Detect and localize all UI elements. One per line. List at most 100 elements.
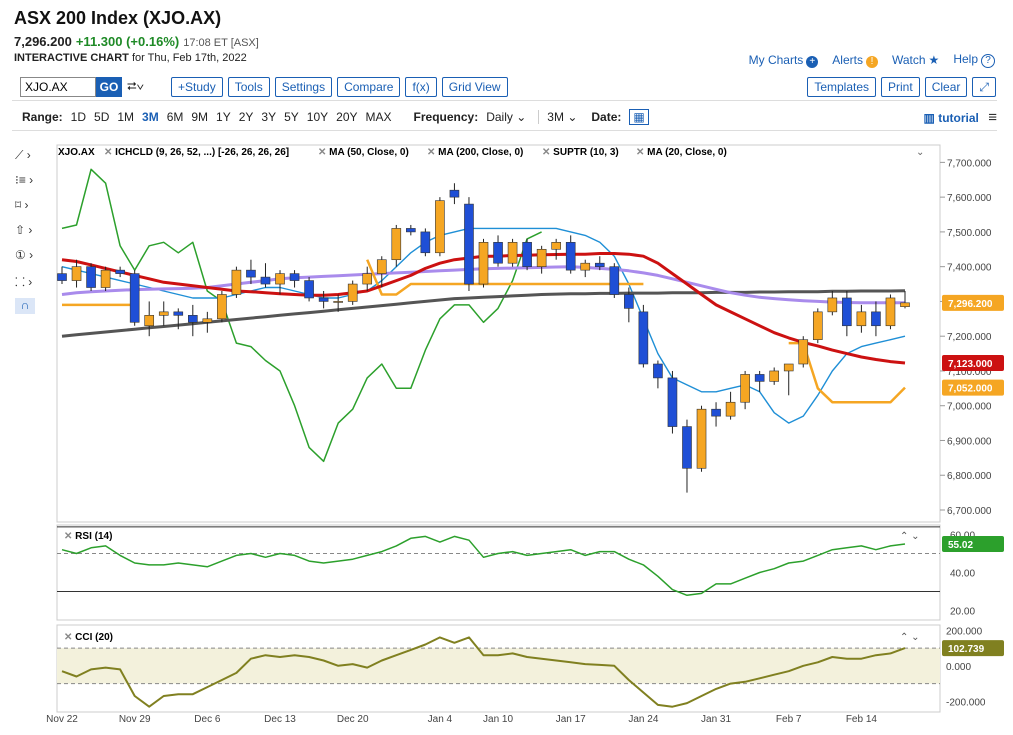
candle[interactable] <box>115 269 125 274</box>
candle[interactable] <box>260 276 271 285</box>
range-option-1m[interactable]: 1M <box>117 110 135 124</box>
candle[interactable] <box>725 401 736 417</box>
clear-button[interactable]: Clear <box>924 77 968 97</box>
candle[interactable] <box>580 262 591 271</box>
candle[interactable] <box>129 273 140 323</box>
candle[interactable] <box>507 242 518 264</box>
go-button[interactable]: GO <box>96 77 122 97</box>
candle[interactable] <box>376 259 387 274</box>
range-option-5y[interactable]: 5Y <box>284 110 299 124</box>
candle[interactable] <box>144 315 155 327</box>
candle[interactable] <box>812 311 823 340</box>
range-option-1y[interactable]: 1Y <box>216 110 231 124</box>
candle[interactable] <box>711 408 721 417</box>
legend-ma50[interactable]: ✕ MA (50, Close, 0) <box>318 147 409 158</box>
candle[interactable] <box>318 297 329 302</box>
candle[interactable] <box>362 273 373 285</box>
candle[interactable] <box>464 203 474 285</box>
candle[interactable] <box>624 294 634 309</box>
candle[interactable] <box>406 228 416 233</box>
print-button[interactable]: Print <box>881 77 920 97</box>
candle[interactable] <box>653 363 663 379</box>
candle[interactable] <box>522 242 532 267</box>
candle[interactable] <box>609 266 620 295</box>
candle[interactable] <box>86 266 96 288</box>
candle[interactable] <box>696 408 707 469</box>
fx-button[interactable]: f(x) <box>405 77 437 97</box>
range-option-6m[interactable]: 6M <box>166 110 184 124</box>
candle[interactable] <box>246 269 256 278</box>
fib-tool-icon[interactable]: ⁝≡ › <box>15 173 34 187</box>
candle[interactable] <box>57 273 67 281</box>
candle[interactable] <box>783 363 794 372</box>
range-option-2y[interactable]: 2Y <box>238 110 254 124</box>
rsi-collapse-icon[interactable]: ⌃ ⌄ <box>900 531 920 542</box>
candle[interactable] <box>188 315 198 323</box>
legend-ma200[interactable]: ✕ MA (200, Close, 0) <box>427 147 523 158</box>
candle[interactable] <box>827 297 838 313</box>
candle[interactable] <box>638 311 649 365</box>
rsi-legend[interactable]: ✕ RSI (14) <box>64 531 112 542</box>
legend-collapse-icon[interactable]: ⌄ <box>916 147 924 158</box>
candle[interactable] <box>900 302 910 307</box>
magnet-icon[interactable]: ∩ <box>15 298 35 314</box>
range-option-10y[interactable]: 10Y <box>306 110 329 124</box>
compare-button[interactable]: Compare <box>337 77 401 97</box>
annotation-tool-icon[interactable]: ① › <box>15 248 34 262</box>
candle[interactable] <box>754 374 765 382</box>
range-option-3m[interactable]: 3M <box>142 110 159 124</box>
range-option-5d[interactable]: 5D <box>94 110 110 124</box>
menu-icon[interactable]: ≡ <box>988 109 997 126</box>
tutorial-link[interactable]: ▥ tutorial ≡ <box>924 109 997 126</box>
candle[interactable] <box>100 269 111 288</box>
range-option-max[interactable]: MAX <box>365 110 392 124</box>
range-option-3y[interactable]: 3Y <box>261 110 277 124</box>
candle[interactable] <box>769 370 779 382</box>
line-tool-icon[interactable]: ⟋ › <box>15 148 31 162</box>
legend-ma20[interactable]: ✕ MA (20, Close, 0) <box>636 147 727 158</box>
watch-link[interactable]: Watch ★ <box>892 53 939 67</box>
bar-type-select[interactable]: ⮂∨ <box>127 79 144 93</box>
candle[interactable] <box>842 297 852 327</box>
candle[interactable] <box>885 297 896 327</box>
candle[interactable] <box>667 377 678 427</box>
candle[interactable] <box>551 242 561 250</box>
alerts-link[interactable]: Alerts! <box>832 53 878 68</box>
grid-view-button[interactable]: Grid View <box>441 77 508 97</box>
templates-button[interactable]: Templates <box>807 77 877 97</box>
range-option-1d[interactable]: 1D <box>70 110 87 124</box>
shape-tool-icon[interactable]: ⌑ › <box>15 198 29 212</box>
candle[interactable] <box>275 273 285 285</box>
candle[interactable] <box>71 266 82 281</box>
candle[interactable] <box>478 242 489 285</box>
candle[interactable] <box>173 311 184 316</box>
range-option-20y[interactable]: 20Y <box>336 110 358 124</box>
arrow-tool-icon[interactable]: ⇧ › <box>15 223 33 237</box>
calendar-icon[interactable]: ▦ <box>629 109 649 125</box>
candle[interactable] <box>391 228 402 261</box>
candle[interactable] <box>347 283 358 302</box>
candle[interactable] <box>740 374 750 403</box>
symbol-input[interactable] <box>20 77 96 97</box>
candle[interactable] <box>202 318 213 323</box>
legend-supertrend[interactable]: ✕ SUPTR (10, 3) <box>542 147 619 158</box>
range-option-9m[interactable]: 9M <box>191 110 209 124</box>
candle[interactable] <box>536 248 547 267</box>
candle[interactable] <box>856 311 867 327</box>
candle[interactable] <box>871 311 881 327</box>
candle[interactable] <box>333 301 343 303</box>
legend-ichimoku[interactable]: ✕ ICHCLD (9, 26, 52, ...) [-26, 26, 26, … <box>104 147 289 158</box>
candle[interactable] <box>217 294 227 320</box>
my-charts-link[interactable]: My Charts + <box>749 53 819 68</box>
candle[interactable] <box>289 273 300 281</box>
help-link[interactable]: Help? <box>953 52 995 68</box>
settings-button[interactable]: Settings <box>274 77 333 97</box>
candle[interactable] <box>449 189 460 198</box>
candle[interactable] <box>493 242 503 264</box>
candle[interactable] <box>565 242 576 271</box>
candle[interactable] <box>682 426 692 469</box>
period-select[interactable]: 3M ⌄ <box>538 110 577 124</box>
study-button[interactable]: +Study <box>171 77 223 97</box>
candle[interactable] <box>594 262 605 267</box>
